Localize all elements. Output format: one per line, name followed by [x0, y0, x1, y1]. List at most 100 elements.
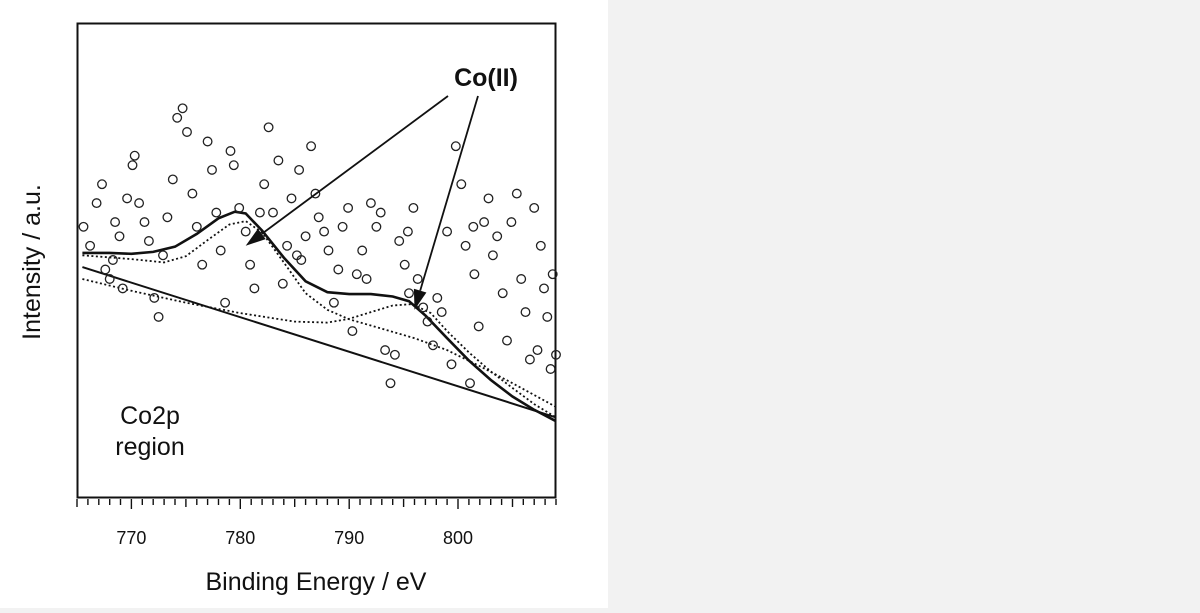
- data-point: [296, 255, 307, 265]
- data-point: [149, 292, 160, 303]
- data-point: [191, 221, 202, 232]
- data-point: [487, 250, 498, 261]
- series-line-2: [82, 220, 557, 408]
- xps-chart: 770 780 790 800 Co(II) Co2p region Binding …: [18, 22, 561, 596]
- data-point: [187, 188, 198, 199]
- data-point: [172, 112, 183, 123]
- data-point: [516, 274, 527, 284]
- data-point: [442, 226, 453, 237]
- data-point: [389, 349, 400, 360]
- data-point: [468, 221, 479, 232]
- data-point: [323, 245, 334, 256]
- y-axis-label: Intensity / a.u.: [18, 184, 46, 340]
- series-line-4: [82, 266, 557, 419]
- data-point: [182, 127, 192, 137]
- data-point: [306, 141, 317, 152]
- data-point: [127, 160, 138, 171]
- data-point: [197, 259, 208, 270]
- data-point: [371, 221, 382, 232]
- data-point: [245, 259, 256, 270]
- data-point: [177, 103, 188, 114]
- data-point: [328, 297, 339, 308]
- annotation-arrowhead: [413, 288, 427, 310]
- data-point: [551, 349, 561, 360]
- data-point: [263, 122, 274, 133]
- data-point: [520, 307, 531, 318]
- data-point: [361, 274, 372, 284]
- series-line-1: [82, 210, 557, 423]
- data-point: [343, 202, 354, 213]
- data-point: [162, 212, 173, 223]
- data-point: [473, 321, 484, 332]
- data-point: [139, 217, 150, 228]
- region-label-line-1: Co2p: [120, 402, 180, 430]
- data-point: [347, 326, 358, 337]
- data-point: [134, 198, 145, 209]
- data-point: [207, 164, 217, 175]
- data-point: [502, 335, 512, 346]
- data-point: [375, 207, 386, 218]
- data-point: [268, 207, 278, 218]
- data-point: [412, 274, 423, 284]
- xps-figure: 770 780 790 800 Co(II) Co2p region Binding …: [0, 0, 608, 608]
- data-point: [225, 146, 236, 156]
- data-point: [497, 288, 508, 299]
- data-point: [85, 240, 96, 251]
- data-point: [545, 364, 556, 374]
- data-point: [97, 179, 107, 190]
- data-point: [542, 311, 553, 322]
- data-point: [254, 207, 265, 218]
- x-tick-label: 780: [225, 528, 255, 548]
- data-point: [100, 264, 111, 275]
- data-point: [91, 198, 102, 209]
- data-point: [351, 269, 362, 280]
- data-point: [158, 250, 168, 261]
- data-point: [402, 226, 413, 237]
- plot-frame: [76, 22, 557, 499]
- data-point: [282, 240, 293, 251]
- data-point: [211, 207, 222, 218]
- data-point: [418, 302, 429, 313]
- data-point: [456, 179, 467, 190]
- data-point: [446, 359, 457, 370]
- data-point: [277, 278, 288, 289]
- data-point: [422, 316, 433, 327]
- data-point: [319, 226, 330, 237]
- data-point: [529, 202, 540, 213]
- data-point: [104, 274, 115, 284]
- data-point: [479, 217, 490, 228]
- data-point: [110, 217, 121, 228]
- data-point: [129, 150, 140, 161]
- data-point: [122, 193, 133, 204]
- region-label-line-2: region: [115, 433, 185, 461]
- x-axis-label: Binding Energy / eV: [206, 568, 427, 596]
- data-point: [404, 288, 414, 299]
- data-point: [294, 164, 305, 175]
- data-point: [202, 136, 213, 147]
- data-point: [300, 231, 311, 242]
- data-point: [532, 345, 543, 356]
- data-point: [399, 259, 410, 270]
- data-point: [220, 297, 231, 308]
- data-point: [215, 245, 226, 256]
- data-point: [524, 354, 535, 365]
- data-point: [228, 160, 239, 171]
- data-point: [436, 307, 447, 318]
- data-point: [365, 198, 376, 209]
- data-point: [310, 188, 321, 199]
- data-point: [460, 240, 471, 251]
- data-point: [506, 217, 517, 228]
- data-point: [313, 212, 324, 223]
- data-point: [428, 340, 438, 351]
- data-point: [286, 193, 297, 204]
- data-point: [234, 202, 245, 213]
- data-point: [535, 240, 546, 251]
- data-point: [153, 311, 164, 322]
- data-point: [240, 226, 251, 237]
- data-point: [249, 283, 260, 294]
- data-point: [394, 236, 405, 246]
- data-point: [539, 283, 549, 294]
- x-tick-label: 790: [334, 528, 364, 548]
- x-tick-label: 800: [443, 528, 473, 548]
- data-point: [107, 255, 118, 265]
